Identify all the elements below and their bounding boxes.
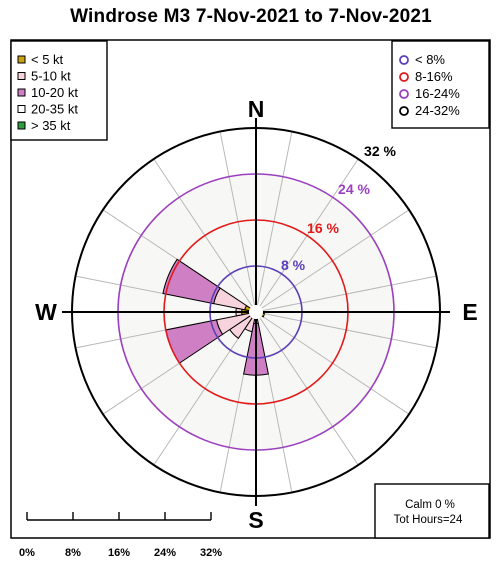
scale-bar-label: 24% <box>154 547 176 559</box>
ring-label: 32 % <box>364 143 396 159</box>
speed-legend-label: < 5 kt <box>31 52 64 67</box>
speed-legend-swatch <box>17 121 26 130</box>
speed-legend-label: 10-20 kt <box>31 85 78 100</box>
speed-legend-box <box>10 40 108 141</box>
calm-text: Calm 0 % <box>405 499 455 511</box>
plot-frame <box>10 39 491 539</box>
speed-legend-swatch <box>17 72 26 80</box>
speed-legend-swatch <box>17 105 26 113</box>
speed-legend-label: > 35 kt <box>31 118 71 133</box>
speed-legend-label: 20-35 kt <box>31 102 78 117</box>
speed-legend-label: 5-10 kt <box>31 69 71 84</box>
ring-legend-marker <box>399 106 409 116</box>
ring-legend: < 8% 8-16% 16-24% 24-32% <box>391 40 490 129</box>
rose-center <box>249 305 263 319</box>
chart-title: Windrose M3 7-Nov-2021 to 7-Nov-2021 <box>70 6 432 27</box>
ring-legend-label: 24-32% <box>415 103 460 118</box>
scale-bar-label: 32% <box>200 547 222 559</box>
rose-wedge <box>162 258 221 305</box>
calm-box: Calm 0 % Tot Hours=24 <box>374 483 490 539</box>
calm-box-frame <box>374 483 490 539</box>
hours-text: Tot Hours=24 <box>394 514 463 526</box>
ring-label: 24 % <box>338 181 370 197</box>
scale-bar-label: 8% <box>65 547 81 559</box>
cardinal-label-e: E <box>462 299 477 325</box>
ring-legend-marker <box>399 89 409 99</box>
cardinal-label-w: W <box>35 299 57 325</box>
ring-legend-marker <box>399 72 409 82</box>
ring-legend-marker <box>399 55 409 65</box>
ring-label: 8 % <box>281 257 306 273</box>
cardinal-label-s: S <box>248 507 263 533</box>
ring-legend-label: < 8% <box>415 52 445 67</box>
ring-label: 16 % <box>307 220 339 236</box>
scale-bar-label: 0% <box>19 547 35 559</box>
speed-legend-swatch <box>17 88 26 97</box>
speed-legend-swatch <box>17 55 26 64</box>
scale-bar: 0% 8% 16% 24% 32% <box>19 512 222 559</box>
ring-legend-label: 16-24% <box>415 86 460 101</box>
cardinal-label-n: N <box>248 96 265 122</box>
ring-legend-label: 8-16% <box>415 69 453 84</box>
scale-bar-label: 16% <box>108 547 130 559</box>
